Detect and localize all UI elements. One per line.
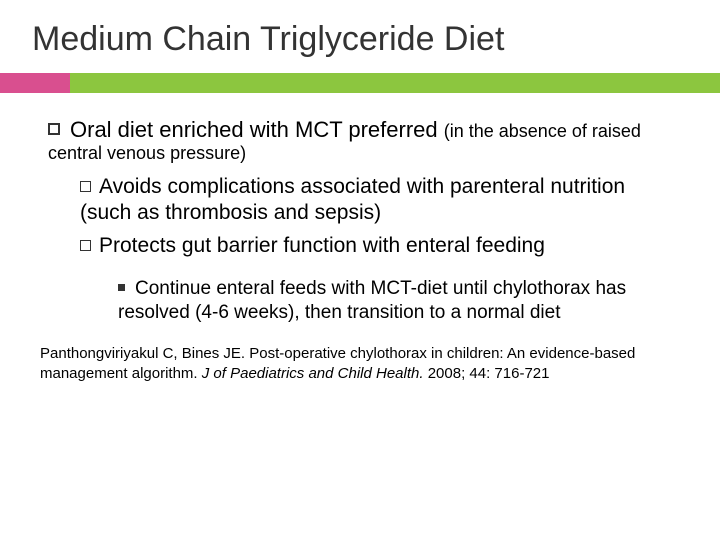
l2-rest: gut barrier function with enteral feedin…	[176, 234, 545, 257]
square-open-bullet-icon	[48, 123, 60, 135]
slide-container: Medium Chain Triglyceride Diet Oral diet…	[0, 0, 720, 540]
bullet-level2-group: Avoids complications associated with par…	[80, 174, 680, 259]
bullet-level2: Protects gut barrier function with enter…	[80, 233, 680, 259]
bullet-level1: Oral diet enriched with MCT preferred (i…	[48, 117, 680, 164]
l2-rest: complications associated with parenteral…	[80, 175, 625, 224]
square-open-bullet-icon	[80, 181, 91, 192]
citation-journal: J of Paediatrics and Child Health.	[202, 365, 428, 382]
l1-main-text: Oral diet enriched with MCT preferred	[70, 117, 444, 142]
slide-title: Medium Chain Triglyceride Diet	[32, 20, 680, 59]
accent-pink-segment	[0, 73, 70, 93]
l2-lead: Avoids	[99, 175, 162, 198]
citation-yearvol: 2008; 44: 716-721	[428, 365, 550, 382]
l2-lead: Protects	[99, 234, 176, 257]
bullet-level3-group: Continue enteral feeds with MCT-diet unt…	[118, 277, 680, 325]
citation: Panthongviriyakul C, Bines JE. Post-oper…	[40, 324, 680, 383]
citation-authors: Panthongviriyakul C, Bines JE.	[40, 345, 249, 362]
square-filled-bullet-icon	[118, 284, 125, 291]
bullet-level3: Continue enteral feeds with MCT-diet unt…	[118, 277, 680, 325]
l3-lead: Continue	[135, 278, 211, 299]
square-open-bullet-icon	[80, 240, 91, 251]
accent-green-segment	[70, 73, 720, 93]
bullet-level2: Avoids complications associated with par…	[80, 174, 680, 227]
content-area: Oral diet enriched with MCT preferred (i…	[40, 93, 680, 510]
accent-bar	[0, 73, 720, 93]
